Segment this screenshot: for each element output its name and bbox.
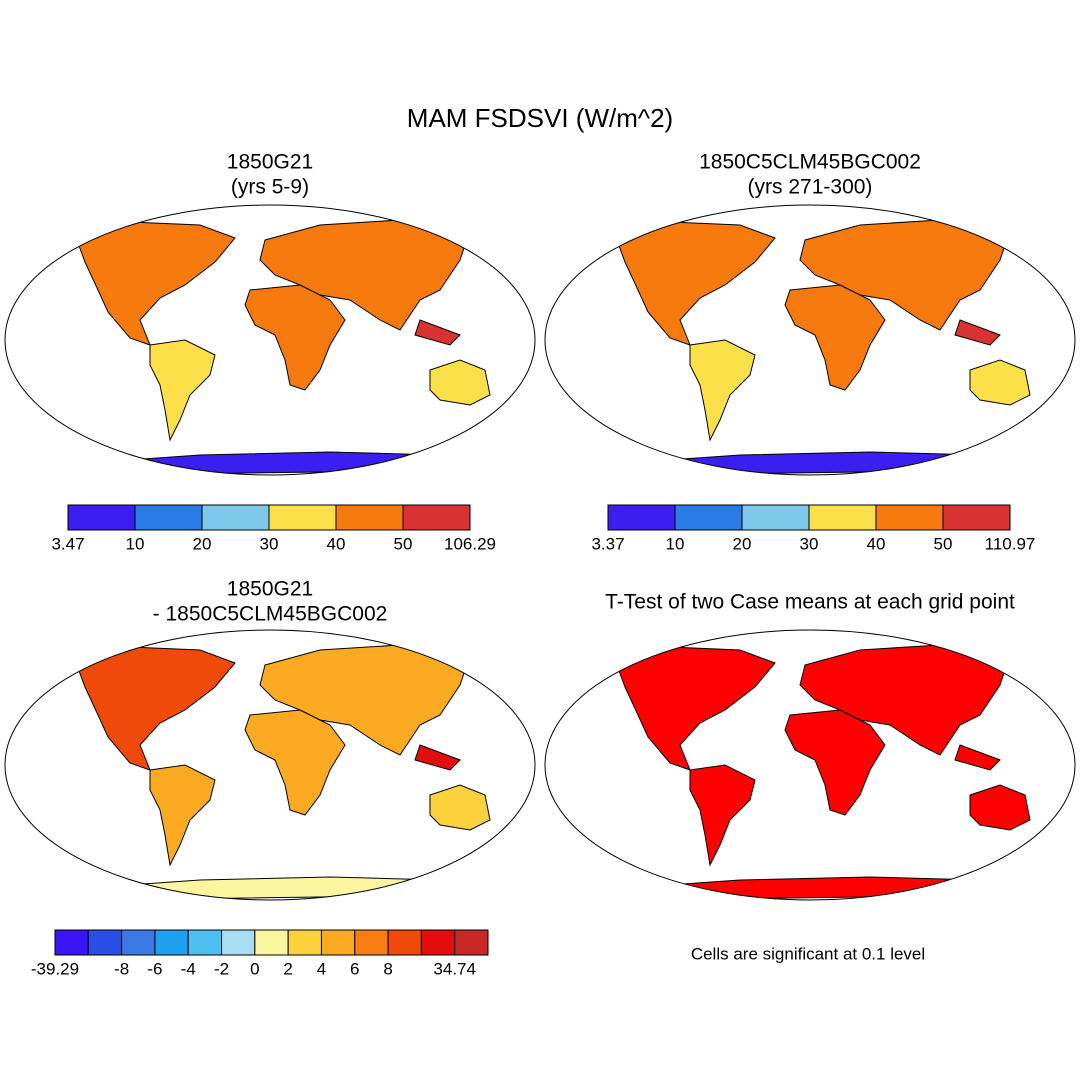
panel-note: Cells are significant at 0.1 level xyxy=(691,944,925,963)
land-region xyxy=(614,646,776,771)
map-border xyxy=(544,629,1076,901)
land xyxy=(614,644,1031,900)
land-region xyxy=(969,359,1031,406)
land-region xyxy=(639,876,1011,900)
panel-title: 1850C5CLM45BGC002 xyxy=(699,151,921,174)
panel-title: - 1850C5CLM45BGC002 xyxy=(153,603,388,626)
colorbar-swatch xyxy=(808,504,877,531)
colorbar-swatch xyxy=(87,929,123,956)
land-region xyxy=(99,451,471,475)
colorbar-label: -6 xyxy=(147,959,162,978)
colorbar-swatch xyxy=(741,504,810,531)
colorbar-swatch xyxy=(154,929,189,956)
colorbar-swatch xyxy=(187,929,223,956)
land-region xyxy=(429,359,491,406)
colorbar-swatch xyxy=(121,929,156,956)
panel-title: 1850G21 xyxy=(227,151,313,174)
colorbar-swatch xyxy=(320,929,356,956)
colorbar-swatch xyxy=(67,504,136,531)
colorbar-label: 0 xyxy=(250,959,259,978)
panel-title: (yrs 5-9) xyxy=(231,176,309,199)
colorbar-label: 40 xyxy=(867,534,886,553)
panel-title: 1850G21 xyxy=(227,578,313,601)
colorbar-label: 30 xyxy=(800,534,819,553)
land-region xyxy=(689,339,756,442)
land-region xyxy=(99,876,471,900)
colorbar-label: 110.97 xyxy=(985,534,1036,553)
land-region xyxy=(74,221,236,346)
land-region xyxy=(969,784,1031,831)
colorbar-swatch xyxy=(674,504,743,531)
map-border xyxy=(4,204,536,476)
map-border xyxy=(4,629,536,901)
land-region xyxy=(954,744,1001,771)
colorbar-swatch xyxy=(134,504,203,531)
colorbar-label: 10 xyxy=(126,534,145,553)
colorbar-swatch xyxy=(201,504,270,531)
colorbar-label: 50 xyxy=(934,534,953,553)
colorbar-swatch xyxy=(402,504,471,531)
colorbar-swatch xyxy=(420,929,456,956)
colorbar-swatch xyxy=(354,929,389,956)
colorbar-swatch xyxy=(875,504,944,531)
land-region xyxy=(244,284,346,391)
colorbar-label: 2 xyxy=(283,959,292,978)
colorbar-swatch xyxy=(607,504,676,531)
colorbar-label: -39.29 xyxy=(31,959,79,978)
land-region xyxy=(784,709,886,816)
land-region xyxy=(639,451,1011,475)
land-region xyxy=(414,319,461,346)
colorbar-label: 20 xyxy=(193,534,212,553)
colorbar-label: 40 xyxy=(327,534,346,553)
colorbar-swatch xyxy=(254,929,289,956)
land-region xyxy=(244,709,346,816)
colorbar-label: 3.47 xyxy=(51,534,84,553)
colorbar-swatch xyxy=(287,929,322,956)
map-border xyxy=(544,204,1076,476)
land-region xyxy=(954,319,1001,346)
colorbar-label: 3.37 xyxy=(591,534,624,553)
land-region xyxy=(784,284,886,391)
colorbar-label: 10 xyxy=(666,534,685,553)
colorbar-swatch xyxy=(942,504,1011,531)
panel-title: T-Test of two Case means at each grid po… xyxy=(605,591,1015,614)
land xyxy=(614,219,1031,475)
map-panel xyxy=(4,204,536,476)
map-panel xyxy=(4,629,536,901)
colorbar-swatch xyxy=(335,504,404,531)
colorbar-label: 30 xyxy=(260,534,279,553)
colorbar-swatch xyxy=(268,504,337,531)
land-region xyxy=(689,764,756,867)
colorbar-label: 20 xyxy=(733,534,752,553)
land-region xyxy=(429,784,491,831)
colorbar-label: -4 xyxy=(181,959,196,978)
map-panel xyxy=(544,204,1076,476)
colorbar-label: 106.29 xyxy=(444,534,496,553)
colorbar-label: 34.74 xyxy=(433,959,476,978)
map-panel xyxy=(544,629,1076,901)
land-region xyxy=(74,646,236,771)
colorbar-label: 50 xyxy=(394,534,413,553)
land-region xyxy=(149,764,216,867)
land-region xyxy=(149,339,216,442)
land xyxy=(74,219,491,475)
land xyxy=(74,644,491,900)
colorbar-swatch xyxy=(454,929,489,956)
colorbar-label: -2 xyxy=(214,959,229,978)
colorbar-label: -8 xyxy=(114,959,129,978)
colorbar-swatch xyxy=(221,929,256,956)
land-region xyxy=(614,221,776,346)
figure-title: MAM FSDSVI (W/m^2) xyxy=(407,103,673,133)
panel-title: (yrs 271-300) xyxy=(748,176,873,199)
colorbar-label: 6 xyxy=(350,959,359,978)
colorbar-label: 8 xyxy=(383,959,392,978)
colorbar-swatch xyxy=(387,929,422,956)
colorbar-label: 4 xyxy=(317,959,326,978)
land-region xyxy=(414,744,461,771)
colorbar-swatch xyxy=(54,929,89,956)
